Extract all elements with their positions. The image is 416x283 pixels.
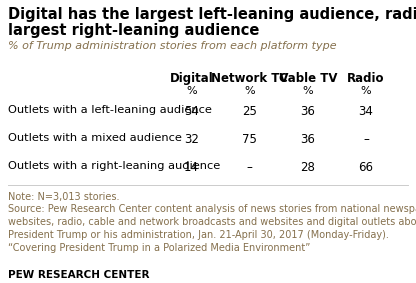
Text: %: % bbox=[186, 86, 197, 96]
Text: %: % bbox=[244, 86, 255, 96]
Text: %: % bbox=[361, 86, 371, 96]
Text: Source: Pew Research Center content analysis of news stories from national newsp: Source: Pew Research Center content anal… bbox=[8, 204, 416, 253]
Text: 36: 36 bbox=[300, 105, 315, 118]
Text: Outlets with a mixed audience: Outlets with a mixed audience bbox=[8, 133, 182, 143]
Text: % of Trump administration stories from each platform type: % of Trump administration stories from e… bbox=[8, 41, 337, 51]
Text: 75: 75 bbox=[242, 133, 257, 146]
Text: 25: 25 bbox=[242, 105, 257, 118]
Text: –: – bbox=[247, 161, 253, 174]
Text: 54: 54 bbox=[184, 105, 199, 118]
Text: Network TV: Network TV bbox=[211, 72, 288, 85]
Text: %: % bbox=[302, 86, 313, 96]
Text: Radio: Radio bbox=[347, 72, 385, 85]
Text: Outlets with a left-leaning audience: Outlets with a left-leaning audience bbox=[8, 105, 212, 115]
Text: largest right-leaning audience: largest right-leaning audience bbox=[8, 23, 260, 38]
Text: Outlets with a right-leaning audience: Outlets with a right-leaning audience bbox=[8, 161, 220, 171]
Text: –: – bbox=[363, 133, 369, 146]
Text: 66: 66 bbox=[359, 161, 374, 174]
Text: 32: 32 bbox=[184, 133, 199, 146]
Text: Note: N=3,013 stories.: Note: N=3,013 stories. bbox=[8, 192, 120, 202]
Text: Digital: Digital bbox=[169, 72, 213, 85]
Text: PEW RESEARCH CENTER: PEW RESEARCH CENTER bbox=[8, 270, 150, 280]
Text: 14: 14 bbox=[184, 161, 199, 174]
Text: Digital has the largest left-leaning audience, radio the: Digital has the largest left-leaning aud… bbox=[8, 7, 416, 22]
Text: 28: 28 bbox=[300, 161, 315, 174]
Text: 36: 36 bbox=[300, 133, 315, 146]
Text: Cable TV: Cable TV bbox=[279, 72, 337, 85]
Text: 34: 34 bbox=[359, 105, 374, 118]
